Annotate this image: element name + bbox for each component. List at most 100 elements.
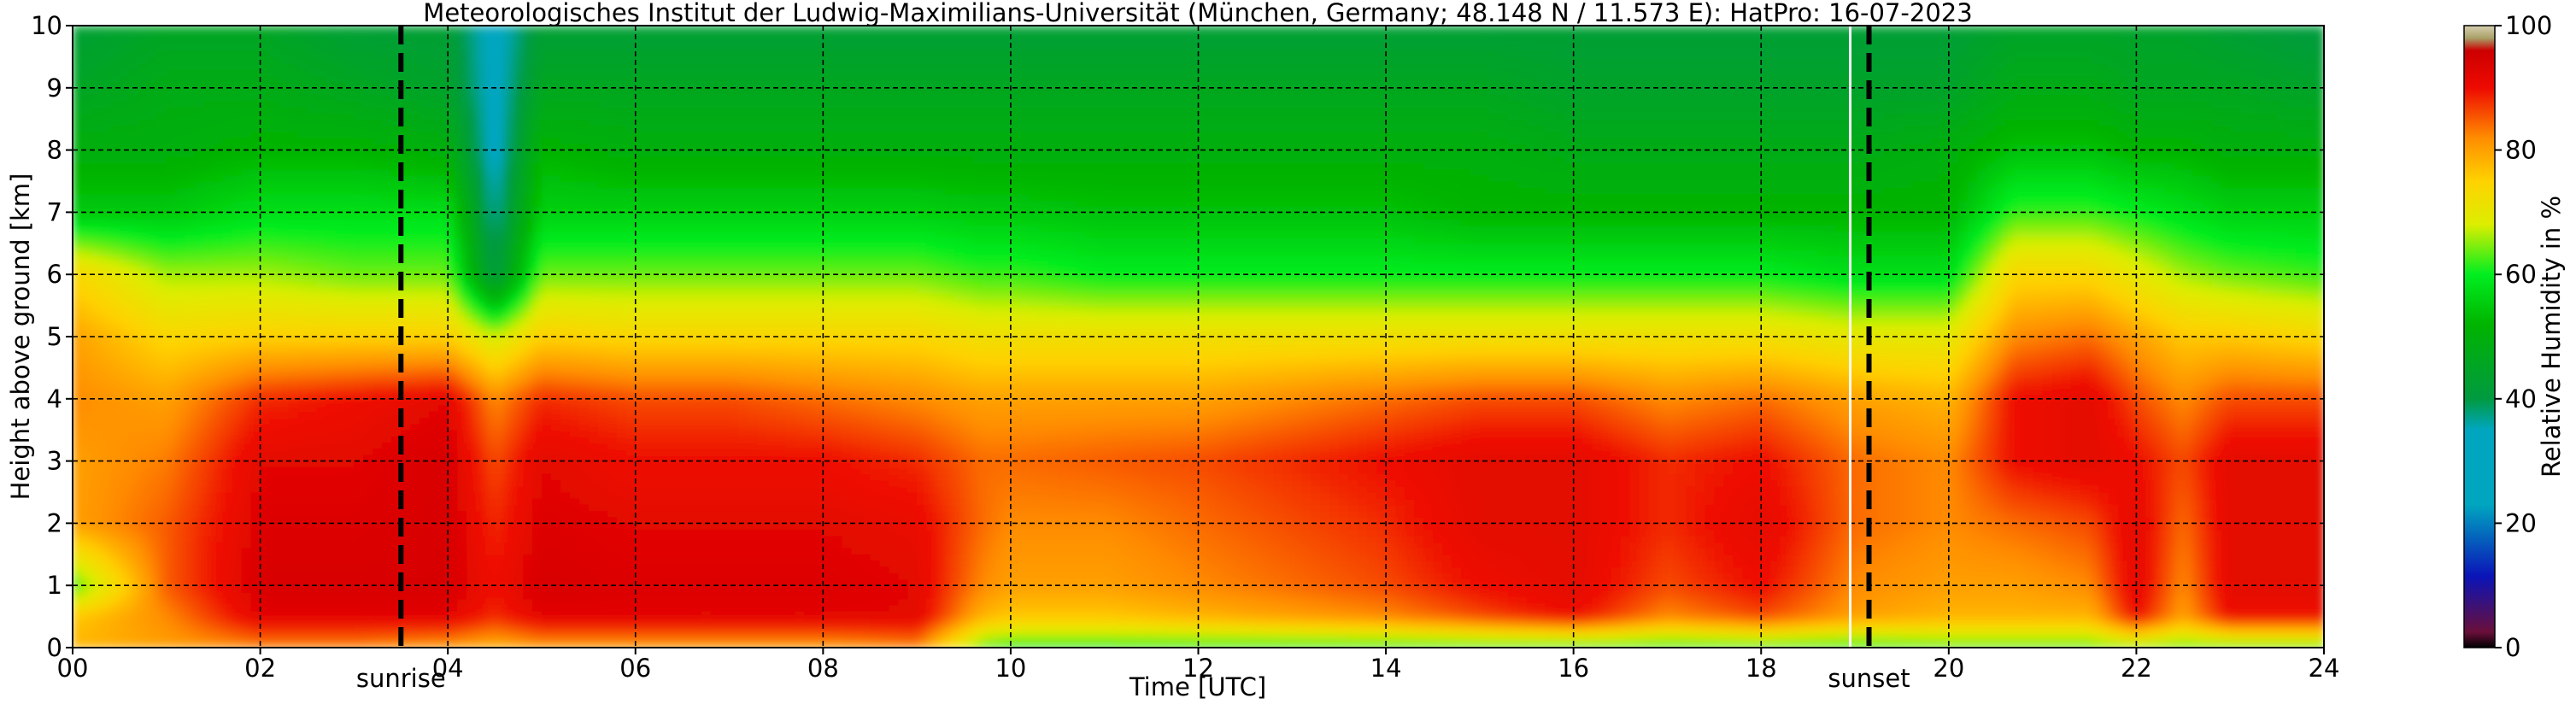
heatmap-cell (438, 324, 449, 331)
heatmap-cell (495, 206, 505, 214)
heatmap-cell (532, 249, 543, 257)
heatmap-cell (203, 337, 214, 344)
heatmap-cell (232, 155, 243, 163)
heatmap-cell (429, 181, 439, 189)
heatmap-cell (307, 87, 318, 95)
heatmap-cell (495, 560, 505, 568)
heatmap-cell (119, 243, 130, 250)
heatmap-cell (410, 38, 421, 45)
heatmap-cell (448, 629, 458, 637)
heatmap-cell (269, 635, 280, 642)
heatmap-cell (269, 616, 280, 624)
heatmap-cell (128, 572, 139, 580)
heatmap-cell (401, 138, 412, 145)
heatmap-cell (307, 44, 318, 51)
heatmap-cell (297, 94, 308, 102)
heatmap-cell (297, 411, 308, 419)
heatmap-cell (166, 622, 177, 630)
heatmap-cell (250, 87, 261, 95)
heatmap-cell (119, 162, 130, 170)
heatmap-cell (307, 392, 318, 400)
heatmap-cell (429, 131, 439, 138)
heatmap-cell (523, 280, 533, 288)
heatmap-cell (297, 181, 308, 189)
heatmap-cell (222, 330, 233, 337)
heatmap-cell (504, 150, 514, 157)
heatmap-cell (175, 75, 186, 83)
heatmap-cell (335, 635, 346, 642)
heatmap-cell (316, 361, 327, 369)
heatmap-cell (222, 430, 233, 437)
heatmap-cell (326, 32, 337, 39)
heatmap-cell (523, 32, 533, 39)
heatmap-cell (109, 212, 120, 220)
heatmap-cell (222, 69, 233, 77)
heatmap-cell (438, 212, 449, 220)
heatmap-cell (100, 286, 111, 294)
heatmap-cell (279, 473, 290, 481)
heatmap-cell (420, 566, 430, 574)
heatmap-cell (297, 249, 308, 257)
heatmap-cell (307, 423, 318, 431)
heatmap-cell (316, 554, 327, 561)
heatmap-cell (109, 69, 120, 77)
heatmap-cell (373, 361, 384, 369)
heatmap-cell (373, 261, 384, 269)
heatmap-cell (91, 131, 102, 138)
heatmap-cell (241, 510, 252, 518)
heatmap-cell (401, 466, 412, 474)
heatmap-cell (532, 466, 543, 474)
heatmap-cell (241, 523, 252, 531)
heatmap-cell (307, 554, 318, 561)
heatmap-cell (222, 100, 233, 108)
heatmap-cell (448, 455, 458, 462)
heatmap-cell (250, 510, 261, 518)
heatmap-cell (373, 193, 384, 201)
heatmap-cell (156, 479, 167, 487)
heatmap-cell (194, 318, 205, 326)
heatmap-cell (307, 162, 318, 170)
heatmap-cell (373, 398, 384, 406)
heatmap-cell (354, 405, 365, 413)
heatmap-cell (495, 461, 505, 468)
heatmap-cell (119, 94, 130, 102)
heatmap-cell (222, 87, 233, 95)
heatmap-cell (466, 237, 477, 244)
heatmap-cell (504, 436, 514, 443)
heatmap-cell (175, 498, 186, 506)
heatmap-cell (495, 386, 505, 394)
heatmap-cell (391, 523, 402, 531)
heatmap-cell (504, 125, 514, 132)
heatmap-cell (100, 597, 111, 605)
heatmap-cell (513, 554, 524, 561)
heatmap-cell (344, 330, 355, 337)
heatmap-cell (307, 610, 318, 618)
heatmap-cell (326, 62, 337, 70)
heatmap-cell (373, 355, 384, 362)
heatmap-cell (466, 249, 477, 257)
heatmap-cell (316, 392, 327, 400)
heatmap-cell (420, 473, 430, 481)
heatmap-cell (363, 162, 374, 170)
heatmap-cell (466, 144, 477, 151)
heatmap-cell (326, 69, 337, 77)
heatmap-cell (410, 199, 421, 207)
heatmap-cell (100, 355, 111, 362)
heatmap-cell (391, 50, 402, 58)
heatmap-cell (495, 455, 505, 462)
heatmap-cell (401, 629, 412, 637)
heatmap-cell (410, 187, 421, 195)
heatmap-cell (213, 299, 224, 307)
heatmap-cell (326, 174, 337, 182)
heatmap-cell (438, 150, 449, 157)
heatmap-cell (504, 473, 514, 481)
heatmap-cell (91, 604, 102, 612)
heatmap-cell (128, 112, 139, 120)
heatmap-cell (420, 436, 430, 443)
heatmap-cell (185, 81, 196, 89)
heatmap-cell (335, 94, 346, 102)
heatmap-cell (91, 572, 102, 580)
heatmap-cell (344, 492, 355, 500)
heatmap-cell (128, 299, 139, 307)
heatmap-cell (138, 155, 149, 163)
